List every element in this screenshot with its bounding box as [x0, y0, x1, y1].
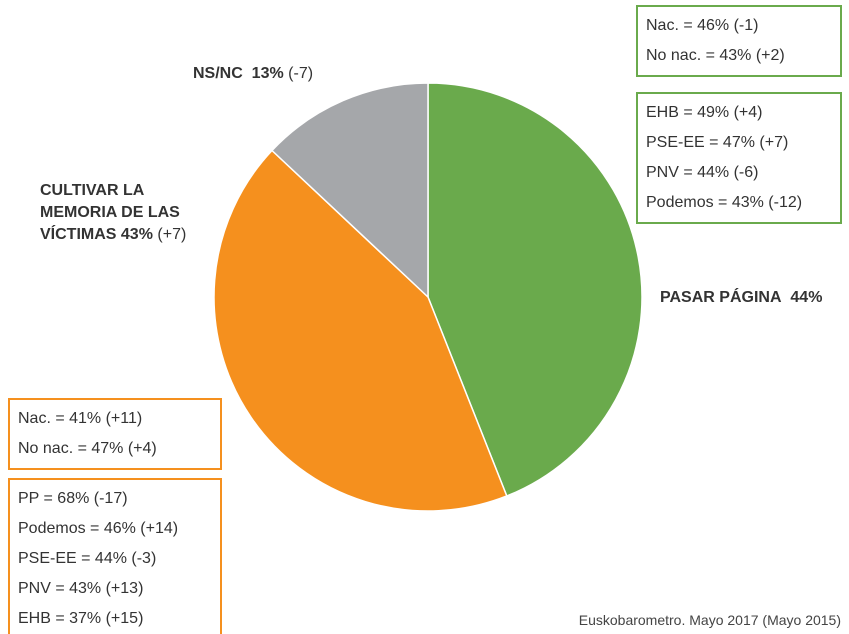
annotation-line: Podemos = 46% (+14) — [18, 520, 179, 537]
annotation-line: Nac. = 46% (-1) — [646, 17, 759, 34]
slice-change: (-7) — [288, 65, 314, 82]
annotation-line: No nac. = 43% (+2) — [646, 47, 785, 64]
source: Euskobarometro. Mayo 2017 (Mayo 2015) — [578, 612, 841, 628]
pie-slice — [427, 82, 643, 497]
slice-value: 13% — [251, 65, 284, 82]
annotation-line: EHB = 49% (+4) — [646, 104, 763, 121]
annotation-line: Podemos = 43% (-12) — [646, 194, 803, 211]
annotation-line: No nac. = 47% (+4) — [18, 440, 157, 457]
annotation-line: PP = 68% (-17) — [18, 490, 128, 507]
slice-name: PASAR PÁGINA — [660, 289, 782, 306]
slice-label: PASAR PÁGINA 44% — [660, 287, 849, 309]
slice-label: NS/NC 13% (-7) — [193, 63, 393, 85]
annotation-line: EHB = 37% (+15) — [18, 610, 144, 627]
annotation-line: PNV = 43% (+13) — [18, 580, 144, 597]
slice-value: 44% — [790, 289, 823, 306]
slice-name: NS/NC — [193, 65, 243, 82]
pie-slice — [213, 149, 508, 512]
annotation-box: EHB = 49% (+4) PSE-EE = 47% (+7) PNV = 44%… — [636, 92, 842, 224]
slice-value: 43% — [120, 226, 153, 243]
annotation-box: Nac. = 41% (+11) No nac. = 47% (+4) — [8, 398, 222, 470]
pie-slice — [270, 82, 429, 299]
slice-label: CULTIVAR LA MEMORIA DE LAS VÍCTIMAS 43% … — [40, 180, 205, 246]
annotation-line: Nac. = 41% (+11) — [18, 410, 143, 427]
annotation-line: PNV = 44% (-6) — [646, 164, 759, 181]
annotation-box: Nac. = 46% (-1) No nac. = 43% (+2) — [636, 5, 842, 77]
annotation-line: PSE-EE = 47% (+7) — [646, 134, 789, 151]
annotation-line: PSE-EE = 44% (-3) — [18, 550, 157, 567]
annotation-box: PP = 68% (-17) Podemos = 46% (+14) PSE-EE … — [8, 478, 222, 634]
slice-change: (+7) — [157, 226, 187, 243]
slice-name: CULTIVAR LA MEMORIA DE LAS VÍCTIMAS — [40, 182, 180, 243]
